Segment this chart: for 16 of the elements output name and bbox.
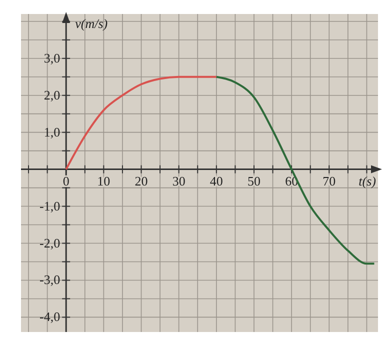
y-tick-label: -2,0 bbox=[40, 235, 60, 250]
y-tick-label: 1,0 bbox=[44, 124, 60, 140]
y-tick-label: -1,0 bbox=[40, 198, 60, 214]
x-tick-label: 50 bbox=[247, 173, 260, 188]
x-tick-label: 10 bbox=[97, 173, 110, 188]
y-tick-label: -4,0 bbox=[40, 309, 60, 324]
x-tick-label: 40 bbox=[210, 173, 223, 188]
y-tick-label: 3,0 bbox=[44, 50, 60, 66]
x-tick-label: 70 bbox=[322, 173, 336, 188]
y-tick-label: 2,0 bbox=[44, 87, 60, 102]
x-tick-label: 30 bbox=[172, 173, 186, 188]
x-axis-title: t(s) bbox=[358, 173, 376, 188]
y-axis-title: v(m/s) bbox=[75, 16, 108, 31]
y-tick-label: -3,0 bbox=[40, 272, 60, 288]
x-tick-label: 20 bbox=[134, 173, 148, 188]
line-series bbox=[65, 76, 218, 170]
